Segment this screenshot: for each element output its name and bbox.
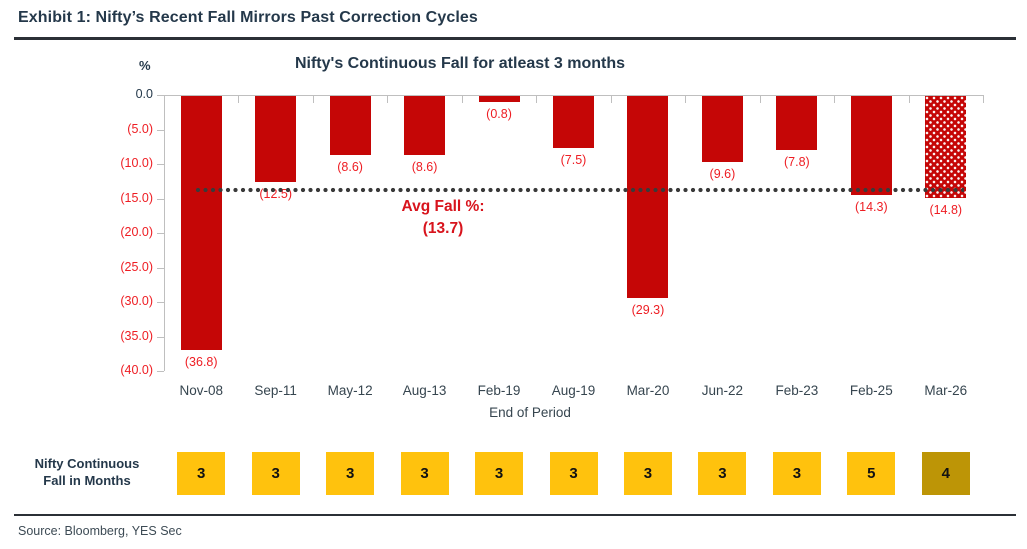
x-tick-label: Jun-22: [701, 383, 744, 398]
month-count-box: 3: [549, 452, 598, 495]
x-tick-label: Mar-20: [626, 383, 670, 398]
bar: [850, 96, 892, 195]
y-tick-label: (10.0): [120, 156, 153, 170]
average-dotted-line: [195, 186, 964, 193]
y-tick-label: (15.0): [120, 190, 153, 205]
average-fall-label-line2: (13.7): [422, 220, 464, 237]
header-divider: [14, 37, 1016, 40]
y-tick-label: (20.0): [120, 225, 153, 239]
y-tick-mark: [157, 198, 164, 200]
y-tick-label: (30.0): [120, 294, 153, 308]
y-tick-mark: [157, 371, 164, 372]
y-tick-mark: [157, 95, 164, 96]
x-tick-label: May-12: [327, 383, 373, 398]
bar-value-label: (14.8): [929, 203, 963, 218]
x-tick-label: Aug-19: [551, 383, 596, 398]
bar: [404, 96, 446, 156]
y-tick-mark: [157, 164, 164, 165]
y-tick-label: (40.0): [120, 363, 153, 377]
category-tick-mark: [387, 95, 389, 103]
y-tick-mark: [157, 233, 164, 234]
x-axis-line: [164, 95, 983, 96]
y-tick-label: 0.0: [135, 87, 153, 101]
x-tick-label: Sep-11: [254, 383, 297, 398]
bar-forecast-dotted: [925, 96, 967, 199]
month-count-box: 3: [475, 452, 524, 495]
average-fall-label: Avg Fall %: (13.7): [343, 196, 543, 240]
y-tick-label: (5.0): [127, 121, 153, 136]
category-tick-mark: [164, 95, 165, 103]
y-tick-mark: [157, 302, 164, 303]
bar: [329, 96, 371, 156]
y-axis-line: [164, 95, 165, 371]
category-tick-mark: [312, 95, 314, 103]
category-tick-mark: [908, 95, 910, 103]
chart-title: Nifty's Continuous Fall for atleast 3 mo…: [294, 55, 626, 72]
exhibit-title: Exhibit 1: Nifty’s Recent Fall Mirrors P…: [18, 9, 478, 26]
x-tick-label: Aug-13: [402, 383, 447, 398]
bar-value-label: (7.8): [784, 154, 810, 169]
bar: [776, 96, 818, 150]
x-tick-label: Feb-23: [775, 383, 819, 398]
months-row-label-line2: Fall in Months: [43, 473, 131, 488]
bar-value-label: (9.6): [709, 167, 736, 182]
x-axis-title: End of Period: [489, 405, 571, 420]
bar: [478, 96, 520, 102]
bar: [180, 96, 222, 350]
y-tick-label: (35.0): [120, 328, 153, 343]
month-count-box: 5: [847, 452, 896, 495]
x-tick-label: Feb-19: [477, 383, 521, 398]
bar-value-label: (0.8): [486, 106, 512, 121]
footer-divider: [14, 514, 1016, 516]
bar: [553, 96, 594, 148]
bar-value-label: (29.3): [631, 303, 665, 318]
y-tick-mark: [157, 336, 164, 338]
month-count-box: 4: [921, 452, 970, 495]
month-count-box: 3: [326, 452, 375, 495]
month-count-box: 3: [251, 452, 300, 495]
months-row-label-line1: Nifty Continuous: [34, 456, 140, 471]
bar-value-label: (36.8): [184, 354, 218, 369]
bar-value-label: (8.6): [411, 160, 438, 175]
x-tick-label: Nov-08: [179, 383, 223, 398]
bar-value-label: (7.5): [560, 152, 587, 167]
month-count-box: 3: [623, 452, 672, 495]
source-note: Source: Bloomberg, YES Sec: [18, 524, 182, 538]
bar-value-label: (8.6): [337, 160, 363, 175]
category-tick-mark: [461, 95, 463, 103]
category-tick-mark: [536, 95, 538, 103]
category-tick-mark: [685, 95, 687, 103]
y-tick-mark: [157, 129, 164, 131]
y-tick-mark: [157, 267, 164, 269]
average-fall-label-line1: Avg Fall %:: [401, 198, 485, 215]
month-count-box: 3: [400, 452, 449, 495]
x-tick-label: Mar-26: [924, 383, 968, 398]
category-tick-mark: [834, 95, 836, 103]
y-tick-label: (25.0): [120, 259, 153, 274]
bar: [627, 96, 669, 299]
y-axis-unit-label: %: [139, 58, 151, 73]
x-tick-label: Feb-25: [849, 383, 893, 398]
month-count-box: 3: [177, 452, 226, 495]
category-tick-mark: [610, 95, 612, 103]
category-tick-mark: [759, 95, 761, 103]
category-tick-mark: [983, 95, 984, 103]
bar: [255, 96, 297, 183]
bar-value-label: (14.3): [854, 199, 888, 214]
month-count-box: 3: [772, 452, 821, 495]
category-tick-mark: [238, 95, 240, 103]
bar: [701, 96, 743, 163]
month-count-box: 3: [698, 452, 747, 495]
months-row-label: Nifty Continuous Fall in Months: [12, 455, 162, 489]
